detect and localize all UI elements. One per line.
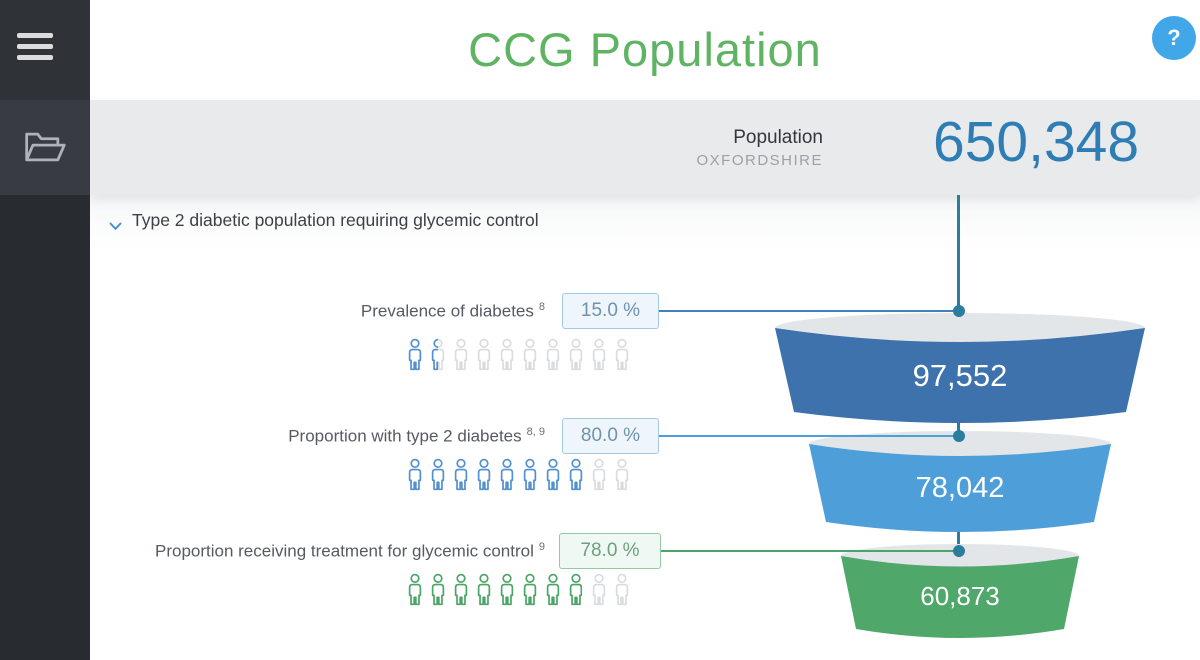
person-icon: [451, 573, 471, 606]
pictogram-row-type2: [405, 458, 640, 492]
open-folder-button[interactable]: [22, 128, 68, 168]
prevalence-percent-input[interactable]: [562, 293, 659, 329]
person-icon: [589, 573, 609, 606]
parameter-label-prevalence: Prevalence of diabetes 8: [0, 301, 545, 322]
flow-node-dot-2: [953, 430, 965, 442]
person-icon: [589, 338, 609, 371]
page-title: CCG Population: [468, 23, 822, 76]
flow-node-dot-3: [953, 545, 965, 557]
person-icon: [451, 338, 471, 371]
person-icon: [474, 573, 494, 606]
population-label: Population: [733, 127, 823, 148]
person-icon: [497, 458, 517, 491]
funnel-shape-1: [775, 313, 1145, 423]
person-icon: [474, 458, 494, 491]
person-icon: [428, 573, 448, 606]
reference-superscript: 8: [538, 301, 545, 313]
person-icon: [520, 338, 540, 371]
population-band: Population OXFORDSHIRE 650,348: [90, 100, 1200, 195]
person-icon: [520, 573, 540, 606]
open-folder-icon: [23, 132, 67, 169]
connector-line-1: [659, 310, 957, 312]
person-icon: [543, 338, 563, 371]
person-icon: [612, 458, 632, 491]
person-icon: [520, 458, 540, 491]
help-button[interactable]: ?: [1152, 16, 1196, 60]
funnel-value-3: 60,873: [920, 581, 1000, 611]
type2-percent-input[interactable]: [562, 418, 659, 454]
flow-node-dot-1: [953, 305, 965, 317]
funnel-value-1: 97,552: [912, 358, 1008, 393]
funnel-segment-2: 78,042: [808, 430, 1112, 542]
connector-line-2: [659, 435, 957, 437]
person-icon: [612, 573, 632, 606]
region-label: OXFORDSHIRE: [696, 152, 823, 169]
funnel-segment-1: 97,552: [774, 312, 1146, 436]
person-icon: [497, 573, 517, 606]
reference-superscript: 8, 9: [526, 426, 545, 438]
person-icon: [543, 573, 563, 606]
person-icon: [428, 458, 448, 491]
pictogram-row-treatment: [405, 573, 640, 607]
treatment-percent-input[interactable]: [559, 533, 661, 569]
connector-line-3: [661, 550, 957, 552]
person-icon: [543, 458, 563, 491]
sidebar: [0, 0, 90, 660]
person-icon: [566, 573, 586, 606]
parameter-label-type2: Proportion with type 2 diabetes 8, 9: [0, 426, 545, 447]
person-icon: [405, 338, 425, 371]
section-title: Type 2 diabetic population requiring gly…: [132, 210, 539, 230]
pictogram-row-prevalence: [405, 338, 640, 372]
sidebar-folder-section: [0, 100, 90, 195]
person-icon: [405, 458, 425, 491]
sidebar-top-section: [0, 0, 90, 100]
header: CCG Population: [90, 0, 1200, 100]
chevron-down-icon[interactable]: [109, 218, 122, 236]
person-icon: [428, 338, 448, 371]
person-icon: [566, 338, 586, 371]
person-icon: [589, 458, 609, 491]
person-icon: [451, 458, 471, 491]
person-icon: [566, 458, 586, 491]
hamburger-menu-button[interactable]: [17, 22, 69, 70]
population-value: 650,348: [933, 110, 1140, 174]
parameter-label-treatment: Proportion receiving treatment for glyce…: [0, 541, 545, 562]
funnel-shape-2: [809, 431, 1111, 532]
main-content: Type 2 diabetic population requiring gly…: [90, 195, 1200, 660]
person-icon: [474, 338, 494, 371]
hamburger-bar: [17, 32, 53, 38]
parameter-label-text: Prevalence of diabetes: [360, 301, 534, 321]
person-icon: [497, 338, 517, 371]
funnel-value-2: 78,042: [915, 472, 1005, 504]
parameter-label-text: Proportion with type 2 diabetes: [288, 426, 522, 446]
person-icon: [612, 338, 632, 371]
hamburger-bar: [17, 54, 53, 60]
reference-superscript: 9: [538, 541, 545, 553]
funnel-segment-3: 60,873: [840, 543, 1080, 647]
parameter-label-text: Proportion receiving treatment for glyce…: [154, 541, 534, 561]
hamburger-bar: [17, 43, 53, 49]
person-icon: [405, 573, 425, 606]
